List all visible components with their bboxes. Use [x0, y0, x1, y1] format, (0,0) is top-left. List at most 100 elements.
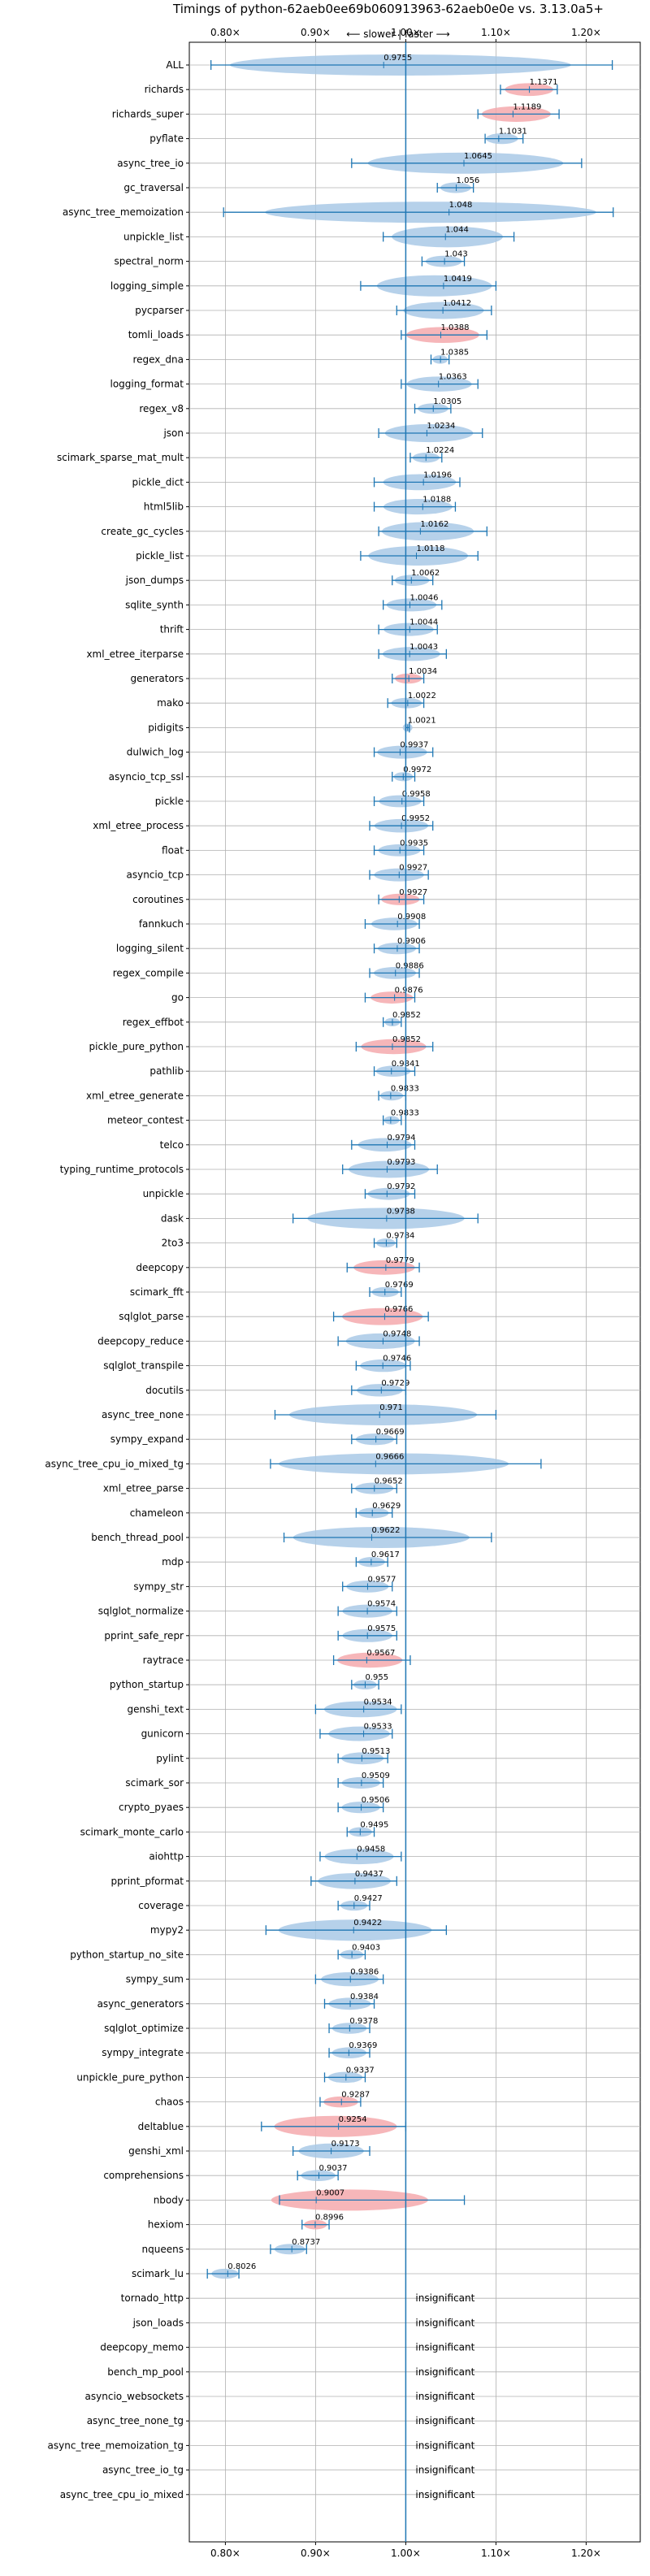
benchmark-label: async_tree_memoization_tg	[48, 2439, 184, 2451]
benchmark-label: telco	[160, 1139, 184, 1151]
benchmark-row: async_tree_cpu_io_mixed_tg 0.9666	[45, 1452, 640, 1475]
benchmark-row: logging_silent 0.9906	[116, 937, 640, 955]
value-label: 1.0419	[444, 275, 472, 284]
value-label: 1.0412	[443, 299, 471, 308]
benchmark-row: chameleon 0.9629	[130, 1502, 640, 1519]
value-label: 0.9173	[332, 2140, 360, 2149]
benchmark-row: asyncio_tcp 0.9927	[126, 864, 640, 882]
value-label: 0.9577	[367, 1575, 396, 1584]
benchmark-row: async_tree_memoization_tg insignificant	[48, 2439, 640, 2451]
benchmark-row: xml_etree_generate 0.9833	[86, 1084, 640, 1101]
benchmark-row: deltablue 0.9254	[138, 2115, 640, 2137]
benchmark-label: pyflate	[150, 133, 184, 145]
benchmark-row: raytrace 0.9567	[143, 1649, 640, 1668]
benchmark-label: mdp	[162, 1556, 184, 1568]
value-label: 1.0043	[410, 643, 438, 652]
value-label: 0.9337	[346, 2066, 375, 2075]
value-label: 0.9287	[341, 2091, 370, 2100]
benchmark-label: asyncio_tcp_ssl	[109, 771, 184, 783]
benchmark-label: raytrace	[143, 1654, 184, 1666]
benchmark-row: docutils 0.9729	[145, 1379, 640, 1397]
benchmark-label: sympy_expand	[110, 1433, 184, 1445]
benchmark-label: pickle	[155, 796, 184, 807]
value-label: 1.0645	[464, 152, 492, 161]
value-label: 1.043	[444, 250, 468, 259]
benchmark-row: dask 0.9788	[161, 1207, 640, 1229]
benchmark-row: sympy_sum 0.9386	[126, 1968, 640, 1987]
x-tick-label-bottom: 0.90×	[301, 2548, 331, 2559]
benchmark-label: async_tree_io	[117, 158, 184, 169]
benchmark-label: gunicorn	[141, 1728, 184, 1740]
benchmark-row: async_tree_memoization 1.048	[63, 201, 640, 223]
benchmark-row: pyflate 1.1031	[150, 128, 640, 145]
benchmark-row: regex_effbot 0.9852	[123, 1011, 640, 1028]
benchmark-row: sqlglot_normalize 0.9574	[98, 1600, 640, 1618]
benchmark-row: nbody 0.9007	[154, 2188, 640, 2211]
benchmark-label: tomli_loads	[128, 329, 184, 340]
benchmark-row: json_dumps 1.0062	[125, 569, 640, 586]
value-label: 0.9622	[371, 1526, 400, 1535]
benchmark-label: logging_silent	[116, 943, 184, 954]
value-label: 0.9378	[349, 2017, 378, 2026]
benchmark-row: pidigits 1.0021	[148, 716, 640, 733]
benchmark-label: dulwich_log	[127, 747, 184, 758]
benchmark-row: sqlglot_optimize 0.9378	[104, 2017, 640, 2034]
benchmark-label: json	[162, 427, 184, 439]
benchmark-label: json_dumps	[125, 575, 184, 586]
value-label: 0.9567	[366, 1649, 395, 1658]
benchmark-label: scimark_fft	[130, 1286, 184, 1298]
value-label: 0.9766	[384, 1305, 413, 1314]
value-label: 1.0162	[420, 520, 448, 529]
benchmark-label: sympy_sum	[126, 1974, 184, 1985]
benchmark-row: pylint 0.9513	[156, 1747, 640, 1765]
value-label: 1.0388	[440, 323, 469, 332]
value-label: 0.955	[365, 1673, 388, 1682]
benchmark-label: gc_traversal	[124, 182, 184, 193]
benchmark-row: xml_etree_process 0.9952	[93, 814, 640, 833]
benchmark-label: genshi_text	[128, 1703, 184, 1715]
benchmark-row: logging_format 1.0363	[110, 373, 640, 392]
benchmark-label: async_tree_memoization	[63, 206, 184, 218]
value-label: 0.9534	[364, 1698, 392, 1706]
x-tick-label-top: 1.00×	[391, 27, 421, 38]
benchmark-row: unpickle_list 1.044	[124, 225, 640, 248]
benchmark-row: scimark_sparse_mat_mult 1.0224	[57, 446, 640, 463]
value-label: 1.0385	[440, 348, 469, 357]
x-tick-label-bottom: 0.80×	[210, 2548, 240, 2559]
benchmark-row: python_startup 0.955	[110, 1673, 640, 1690]
benchmark-row: sqlglot_transpile 0.9746	[103, 1355, 640, 1373]
value-label: 0.9037	[319, 2164, 348, 2173]
benchmark-row: sqlglot_parse 0.9766	[119, 1305, 640, 1325]
benchmark-row: asyncio_websockets insignificant	[85, 2391, 640, 2402]
benchmark-label: scimark_sor	[125, 1777, 184, 1789]
benchmark-label: pathlib	[150, 1065, 184, 1077]
value-label: 0.8737	[292, 2238, 320, 2247]
value-label: 1.0062	[411, 569, 440, 578]
benchmark-row: scimark_lu 0.8026	[132, 2262, 640, 2279]
benchmark-label: regex_v8	[139, 403, 184, 414]
benchmark-row: html5lib 1.0188	[144, 496, 640, 515]
value-label: 0.9952	[401, 814, 430, 823]
benchmark-row: mypy2 0.9422	[150, 1919, 640, 1941]
benchmark-label: sqlglot_parse	[119, 1311, 184, 1322]
value-label: 0.9794	[388, 1134, 416, 1143]
benchmark-label: generators	[130, 673, 184, 684]
benchmark-label: async_generators	[98, 1998, 184, 2010]
benchmark-label: mypy2	[150, 1924, 184, 1936]
value-label: 0.9617	[371, 1550, 400, 1559]
benchmark-row: sympy_expand 0.9669	[110, 1428, 640, 1446]
benchmark-row: dulwich_log 0.9937	[127, 741, 640, 759]
benchmark-label: pprint_pformat	[111, 1876, 184, 1887]
benchmark-label: 2to3	[162, 1238, 184, 1249]
benchmark-label: sympy_str	[133, 1581, 184, 1592]
value-label: 0.9369	[349, 2041, 377, 2050]
benchmark-label: spectral_norm	[114, 256, 184, 267]
benchmark-row: logging_simple 1.0419	[110, 275, 640, 297]
benchmark-label: async_tree_io_tg	[102, 2465, 184, 2476]
benchmark-label: regex_dna	[132, 353, 184, 365]
benchmark-row: crypto_pyaes 0.9506	[119, 1796, 640, 1814]
value-label: 0.9769	[385, 1281, 414, 1290]
value-label: 0.9937	[400, 741, 428, 750]
value-label: 0.9833	[391, 1109, 419, 1118]
benchmark-row: scimark_sor 0.9509	[125, 1772, 640, 1789]
